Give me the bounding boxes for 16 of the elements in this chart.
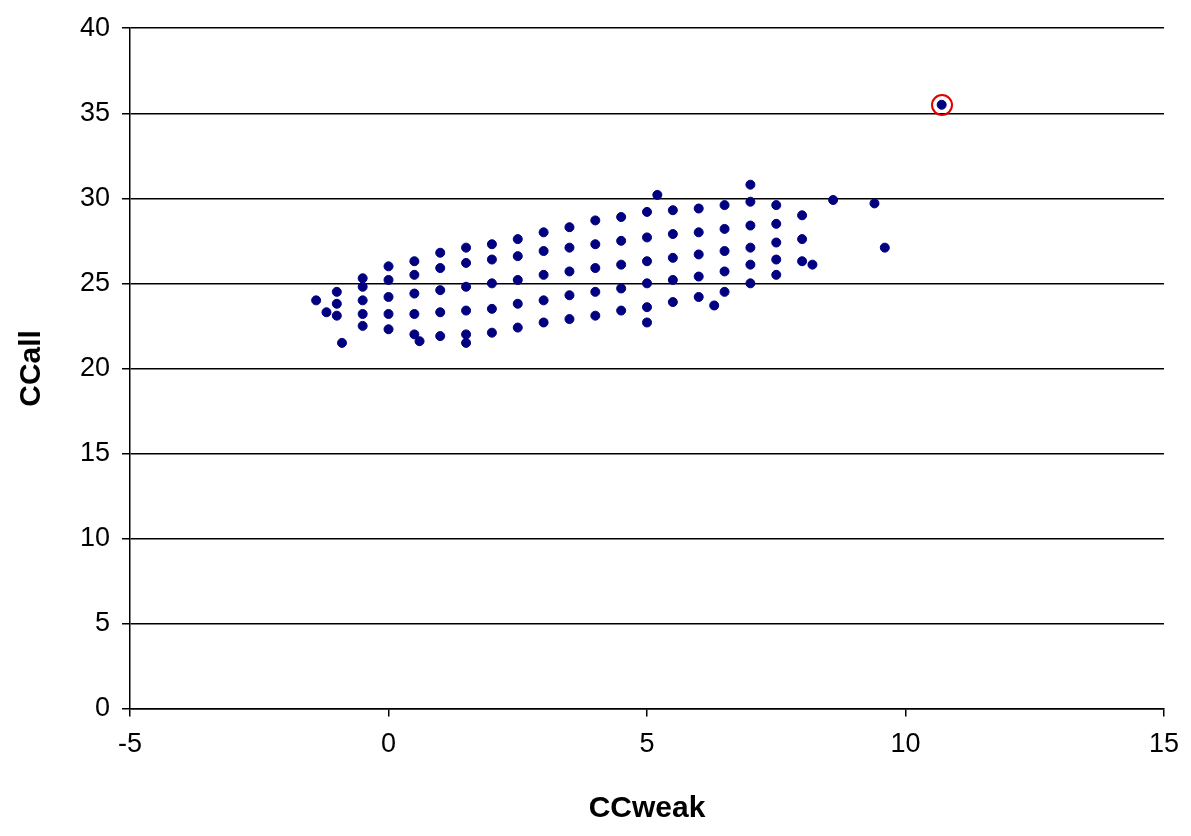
y-tick-label: 40 [79, 11, 111, 42]
y-axis-title: CCall [13, 330, 47, 407]
y-tick-label: 0 [95, 692, 111, 723]
x-tick-label: 10 [890, 728, 921, 759]
y-tick-label: 25 [79, 266, 111, 297]
y-tick-label: 5 [95, 607, 111, 637]
x-tick-label: 5 [639, 728, 655, 759]
y-tick-label: 35 [79, 96, 111, 127]
y-tick-label: 15 [79, 436, 111, 467]
y-tick-label: 30 [79, 181, 111, 212]
y-tick-label: 20 [79, 351, 111, 382]
x-tick-label: 15 [1148, 728, 1180, 759]
x-tick-label: 0 [381, 728, 397, 759]
x-axis-title: CCweak [588, 790, 706, 824]
x-tick-label: -5 [118, 728, 143, 759]
y-tick-label: 10 [79, 521, 111, 552]
